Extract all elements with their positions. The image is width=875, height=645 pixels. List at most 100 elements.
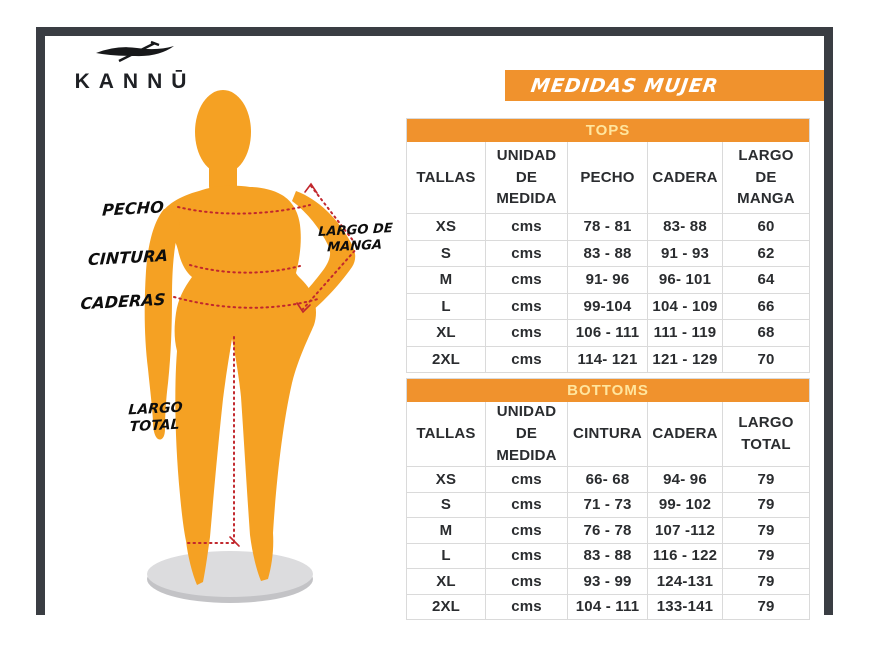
table-cell: 66 [757,297,775,315]
sleeve-line-arrows [229,182,318,547]
table-cell: 71 - 73 [568,492,648,517]
table-cell: cms [486,569,568,594]
table-cell: 116 - 122 [648,543,723,568]
pedestal-top [147,551,313,597]
table-cell: 79 [757,547,775,565]
table-cell: 91 - 93 [648,240,723,266]
measurement-dotted-lines [173,185,360,544]
table-cell: 91- 96 [568,267,648,293]
chest-line [177,204,311,215]
bottoms-table: BOTTOMS TALLAS UNIDAD DE MEDIDA CINTURA … [406,378,810,620]
table-cell: 2XL [407,594,486,619]
column-header: LARGO TOTAL [738,414,794,453]
page-title: MEDIDAS MUJER [529,74,721,97]
table-cell: 76 - 78 [568,518,648,543]
table-cell: 99-104 [568,293,648,319]
table-row: XL cms 106 - 111 111 - 119 68 [407,320,809,347]
table-cell: cms [486,467,568,492]
column-header: TALLAS [407,142,486,213]
waist-line [189,264,301,274]
table-cell: M [407,267,486,293]
column-header: PECHO [568,142,648,213]
table-cell: cms [486,267,568,293]
table-cell: cms [486,492,568,517]
table-cell: M [407,518,486,543]
sleeve-line [302,185,360,310]
table-cell: cms [486,543,568,568]
brand-logo: KANNŪ [60,40,210,94]
table-cell: 66- 68 [568,467,648,492]
table-cell: 62 [757,244,775,262]
table-cell: 79 [757,496,775,514]
table-cell: cms [486,293,568,319]
table-row: L cms 83 - 88 116 - 122 79 [407,543,809,569]
table-cell: cms [486,214,568,240]
table-cell: 96- 101 [648,267,723,293]
bottoms-table-title-row: BOTTOMS [407,379,809,402]
mannequin-body [144,90,356,585]
column-header: UNIDAD DE MEDIDA [486,142,568,213]
table-cell: L [407,543,486,568]
table-cell: L [407,293,486,319]
table-cell: XS [407,467,486,492]
table-cell: cms [486,346,568,372]
table-cell: XS [407,214,486,240]
hips-line [173,296,319,309]
column-header: TALLAS [407,402,486,466]
table-cell: 83 - 88 [568,543,648,568]
table-cell: 124-131 [648,569,723,594]
table-cell: 114- 121 [568,346,648,372]
sleeve-length-label: LARGO DE MANGA [317,221,394,256]
table-cell: 64 [757,271,775,289]
bottoms-table-title: BOTTOMS [567,382,649,399]
table-cell: 133-141 [648,594,723,619]
table-cell: 78 - 81 [568,214,648,240]
table-cell: 99- 102 [648,492,723,517]
table-cell: 79 [757,521,775,539]
table-cell: 107 -112 [648,518,723,543]
bottoms-header-row: TALLAS UNIDAD DE MEDIDA CINTURA CADERA L… [407,402,809,467]
table-cell: XL [407,320,486,346]
table-row: 2XL cms 104 - 111 133-141 79 [407,594,809,619]
table-cell: 79 [757,598,775,616]
brand-name: KANNŪ [74,70,196,93]
table-cell: cms [486,320,568,346]
tops-table-title-row: TOPS [407,119,809,142]
table-cell: 111 - 119 [648,320,723,346]
total-length-label: LARGO TOTAL [127,399,183,436]
tops-table-title: TOPS [585,122,631,139]
column-header: CADERA [648,402,723,466]
table-cell: 104 - 109 [648,293,723,319]
table-row: S cms 83 - 88 91 - 93 62 [407,240,809,267]
canoe-logo-icon [96,40,174,63]
column-header: UNIDAD DE MEDIDA [486,402,568,466]
table-row: M cms 91- 96 96- 101 64 [407,267,809,294]
table-row: XL cms 93 - 99 124-131 79 [407,569,809,595]
chest-label: PECHO [101,197,165,220]
table-cell: XL [407,569,486,594]
table-cell: cms [486,518,568,543]
table-row: XS cms 78 - 81 83- 88 60 [407,214,809,241]
tops-table: TOPS TALLAS UNIDAD DE MEDIDA PECHO CADER… [406,118,810,373]
table-cell: 104 - 111 [568,594,648,619]
table-cell: cms [486,594,568,619]
table-row: M cms 76 - 78 107 -112 79 [407,518,809,544]
column-header: LARGO DE MANGA [737,146,795,208]
table-cell: cms [486,240,568,266]
table-cell: 106 - 111 [568,320,648,346]
table-cell: S [407,240,486,266]
table-row: S cms 71 - 73 99- 102 79 [407,492,809,518]
column-header: CADERA [648,142,723,213]
table-cell: 83- 88 [648,214,723,240]
tops-header-row: TALLAS UNIDAD DE MEDIDA PECHO CADERA LAR… [407,142,809,214]
table-cell: 93 - 99 [568,569,648,594]
table-cell: 79 [757,470,775,488]
table-cell: 68 [757,324,775,342]
table-cell: 79 [757,572,775,590]
mannequin-figure [144,90,360,603]
table-cell: 94- 96 [648,467,723,492]
table-row: L cms 99-104 104 - 109 66 [407,293,809,320]
column-header: CINTURA [568,402,648,466]
title-banner: MEDIDAS MUJER [505,70,824,101]
